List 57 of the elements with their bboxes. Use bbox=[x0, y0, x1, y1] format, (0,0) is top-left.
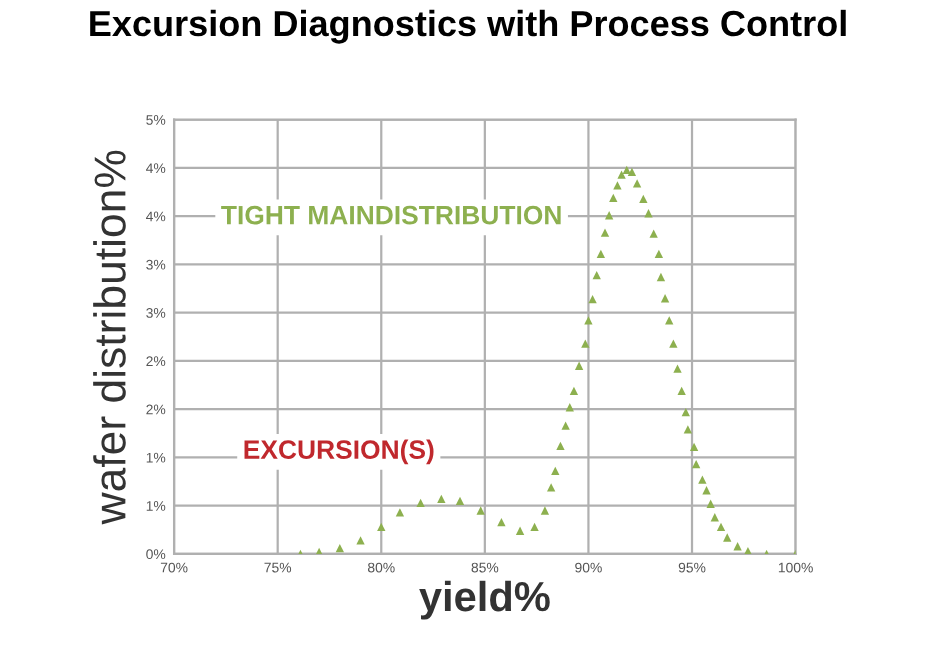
point bbox=[691, 460, 701, 469]
point bbox=[681, 407, 690, 417]
point bbox=[689, 442, 699, 451]
point bbox=[665, 316, 674, 325]
point bbox=[627, 167, 637, 176]
point bbox=[556, 441, 565, 451]
point bbox=[733, 542, 742, 551]
point bbox=[335, 543, 344, 553]
point bbox=[706, 499, 715, 508]
point bbox=[660, 294, 670, 303]
point bbox=[551, 466, 560, 476]
point bbox=[613, 181, 622, 190]
point bbox=[702, 486, 711, 495]
point bbox=[654, 249, 664, 258]
point bbox=[588, 295, 597, 304]
point bbox=[497, 517, 506, 527]
point bbox=[644, 209, 653, 218]
point bbox=[530, 522, 539, 532]
point bbox=[581, 339, 590, 348]
annotation: TIGHT MAINDISTRIBUTION bbox=[221, 205, 561, 225]
point bbox=[574, 361, 584, 370]
y-axis-title: wafer distribution% bbox=[93, 150, 126, 525]
point bbox=[569, 386, 579, 396]
point bbox=[617, 170, 626, 179]
point bbox=[609, 193, 618, 203]
annotation: EXCURSION(S) bbox=[244, 439, 434, 465]
point bbox=[723, 533, 732, 542]
point bbox=[639, 194, 648, 203]
point bbox=[356, 536, 365, 545]
point bbox=[416, 498, 425, 507]
point bbox=[455, 496, 465, 506]
point bbox=[698, 475, 707, 484]
point bbox=[377, 522, 386, 532]
point bbox=[596, 249, 606, 258]
point bbox=[476, 506, 485, 515]
point bbox=[710, 513, 719, 522]
point bbox=[677, 386, 686, 396]
point bbox=[561, 421, 570, 430]
point bbox=[592, 270, 601, 280]
point bbox=[540, 506, 550, 515]
point bbox=[716, 522, 726, 532]
point bbox=[546, 483, 556, 492]
point bbox=[683, 425, 693, 434]
point bbox=[622, 165, 631, 175]
point bbox=[515, 526, 525, 535]
point bbox=[584, 316, 593, 325]
point bbox=[669, 339, 678, 348]
point bbox=[649, 229, 658, 238]
point bbox=[437, 494, 446, 504]
point bbox=[656, 272, 666, 282]
point bbox=[632, 179, 642, 188]
point bbox=[673, 364, 682, 373]
chart-title: Excursion Diagnostics with Process Control bbox=[90, 9, 846, 44]
point bbox=[600, 228, 610, 237]
x-axis-title: yield% bbox=[419, 580, 550, 620]
point bbox=[604, 211, 614, 220]
point bbox=[395, 508, 405, 517]
